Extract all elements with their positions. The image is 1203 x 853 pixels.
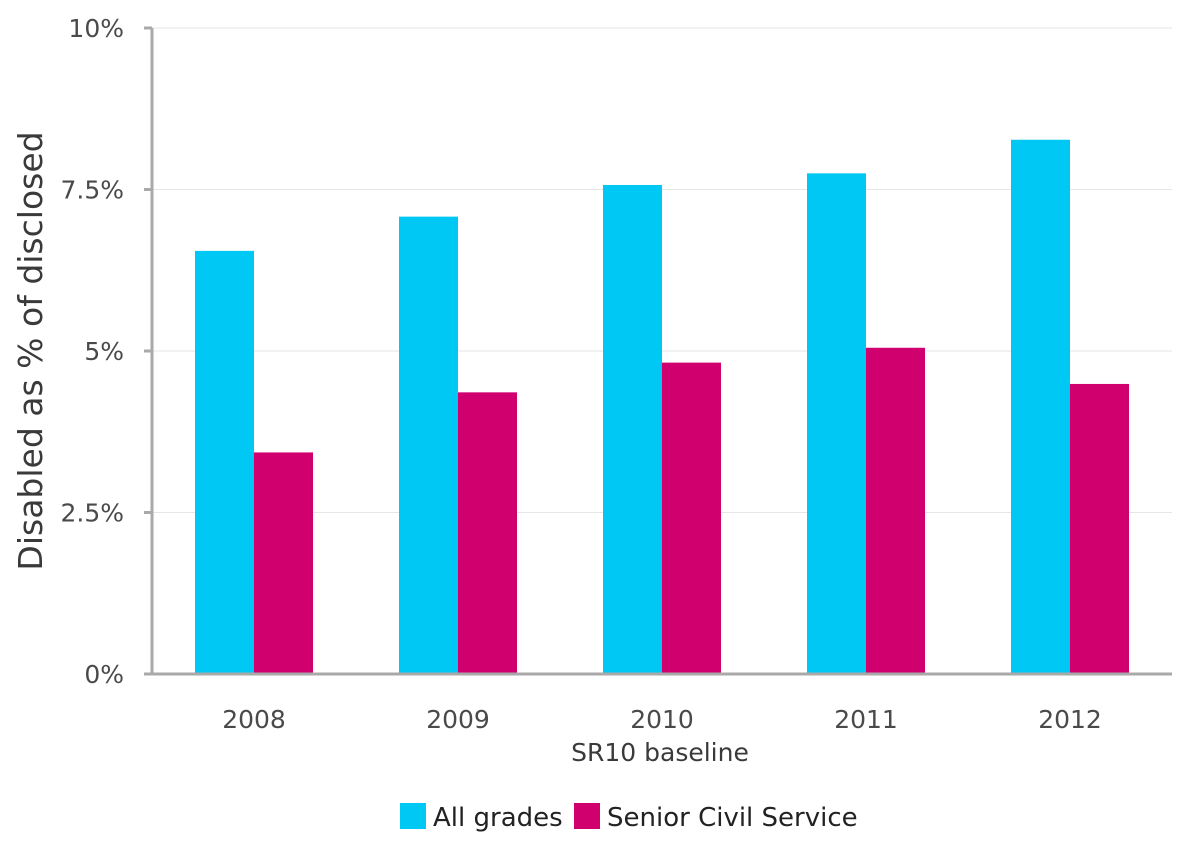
x-axis-title: SR10 baseline bbox=[571, 738, 749, 767]
bar-all-grades-2008 bbox=[195, 250, 254, 674]
y-tick-labels: 0% 2.5% 5% 7.5% 10% bbox=[60, 14, 152, 689]
y-tick-label: 0% bbox=[84, 660, 124, 689]
bar-all-grades-2010 bbox=[603, 184, 662, 674]
y-tick-label: 10% bbox=[68, 14, 124, 43]
legend: All grades Senior Civil Service bbox=[400, 803, 858, 833]
bar-all-grades-2012 bbox=[1011, 139, 1070, 674]
bar-senior-civil-service-2008 bbox=[254, 452, 313, 674]
legend-label-senior-civil-service: Senior Civil Service bbox=[607, 803, 858, 833]
legend-swatch-senior-civil-service bbox=[574, 803, 600, 829]
y-tick-label: 7.5% bbox=[60, 176, 124, 205]
bar-senior-civil-service-2009 bbox=[458, 392, 517, 674]
x-tick-label: 2011 bbox=[834, 705, 898, 734]
legend-swatch-all-grades bbox=[400, 803, 426, 829]
x-tick-label: 2012 bbox=[1038, 705, 1102, 734]
bar-all-grades-2011 bbox=[807, 173, 866, 674]
x-tick-label: 2010 bbox=[630, 705, 694, 734]
bars bbox=[195, 139, 1129, 674]
bar-all-grades-2009 bbox=[399, 216, 458, 674]
y-tick-label: 5% bbox=[84, 337, 124, 366]
y-axis-title: Disabled as % of disclosed bbox=[11, 131, 50, 570]
legend-label-all-grades: All grades bbox=[433, 803, 563, 833]
bar-senior-civil-service-2012 bbox=[1070, 383, 1129, 674]
x-tick-label: 2008 bbox=[222, 705, 286, 734]
x-tick-labels: 2008 2009 2010 2011 2012 bbox=[222, 705, 1102, 734]
y-tick-label: 2.5% bbox=[60, 499, 124, 528]
bar-senior-civil-service-2010 bbox=[662, 362, 721, 674]
x-tick-label: 2009 bbox=[426, 705, 490, 734]
bar-senior-civil-service-2011 bbox=[866, 347, 925, 674]
